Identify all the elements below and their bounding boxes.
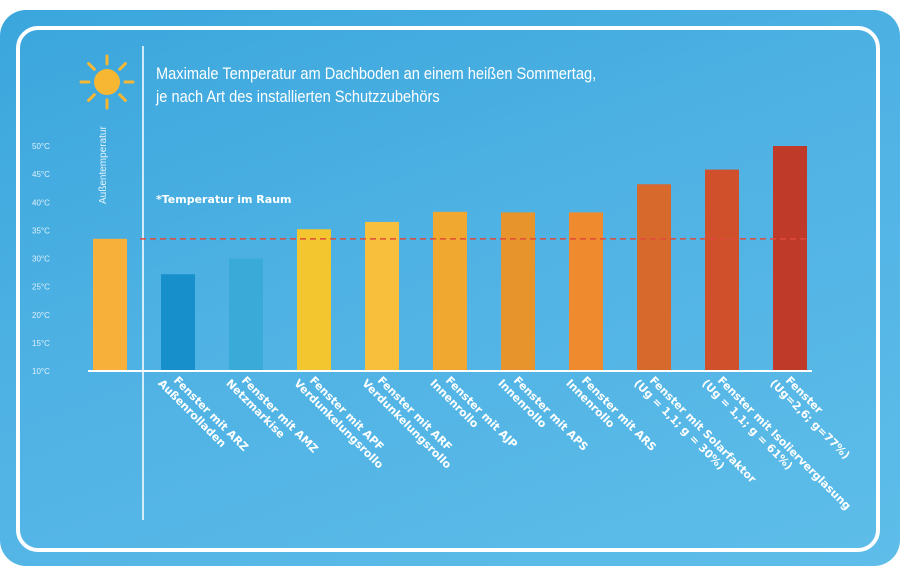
bar xyxy=(433,211,467,371)
chart-title-line-2: je nach Art des installierten Schutzzube… xyxy=(156,87,440,106)
reference-label: *Temperatur im Raum xyxy=(156,193,292,206)
y-tick-label: 15°C xyxy=(32,339,50,348)
y-tick-label: 25°C xyxy=(32,283,50,292)
chart-frame xyxy=(16,26,880,552)
y-tick-label: 50°C xyxy=(32,142,50,151)
y-tick-label: 30°C xyxy=(32,255,50,264)
bar xyxy=(297,229,331,371)
y-tick-label: 10°C xyxy=(32,367,50,376)
bar xyxy=(501,212,535,371)
bar xyxy=(637,184,671,371)
bar xyxy=(773,146,807,371)
bar xyxy=(229,258,263,371)
y-axis-label: Außentemperatur xyxy=(98,126,109,204)
bar xyxy=(365,221,399,371)
bar xyxy=(705,169,739,371)
y-tick-label: 20°C xyxy=(32,311,50,320)
bar xyxy=(161,274,195,371)
chart-title-line-1: Maximale Temperatur am Dachboden an eine… xyxy=(156,64,597,83)
y-tick-label: 35°C xyxy=(32,226,50,235)
y-tick-label: 40°C xyxy=(32,198,50,207)
sun-icon xyxy=(79,54,135,110)
y-tick-label: 45°C xyxy=(32,170,50,179)
category-label: Fenster mit Solarfaktor(Ug = 1,1; g = 30… xyxy=(631,374,759,486)
bar xyxy=(569,212,603,371)
bar xyxy=(93,238,127,371)
